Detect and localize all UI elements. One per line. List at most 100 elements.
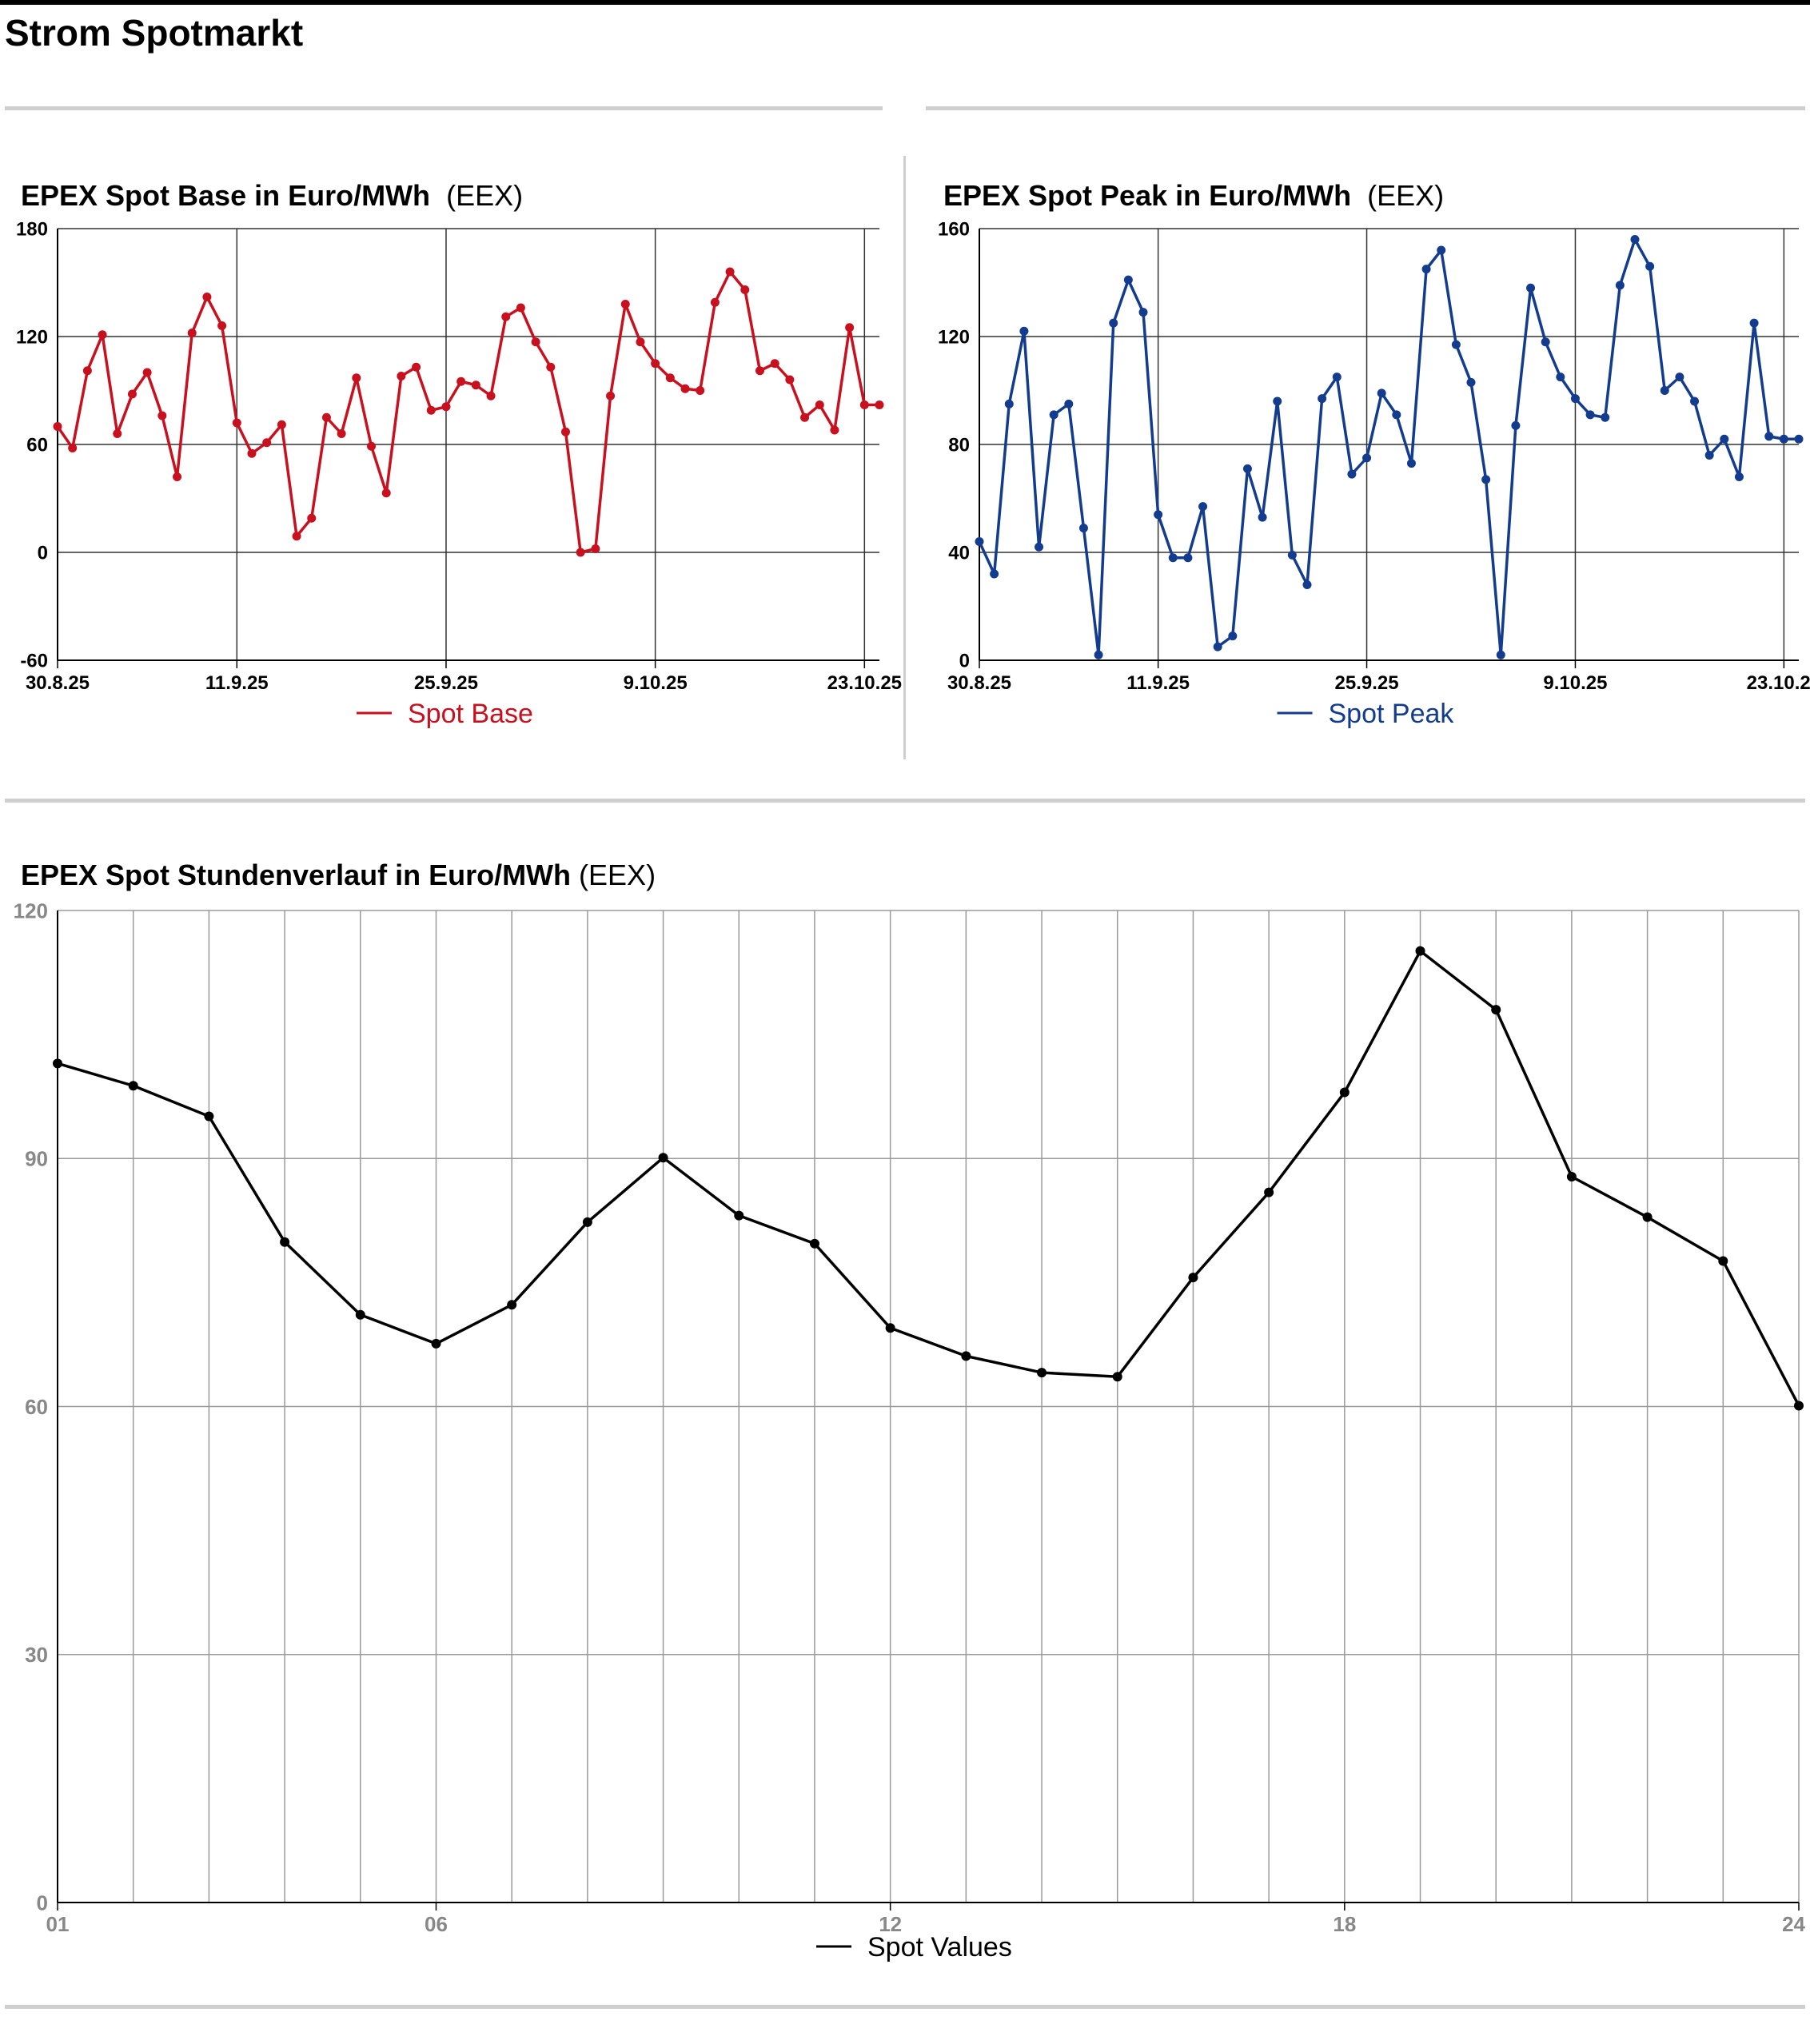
base-data-point	[321, 412, 331, 422]
base-data-point	[113, 429, 122, 438]
peak-data-point	[1720, 434, 1729, 444]
peak-data-point	[1287, 550, 1297, 560]
base-data-point	[53, 422, 62, 431]
peak-data-point	[1570, 394, 1580, 404]
peak-data-point	[1035, 542, 1044, 552]
base-data-point	[456, 377, 466, 386]
base-data-point	[576, 548, 585, 557]
peak-data-point	[1645, 261, 1655, 271]
peak-data-point	[1406, 459, 1416, 468]
base-data-point	[337, 429, 346, 438]
peak-data-point	[1213, 642, 1222, 651]
hourly-data-point	[1491, 1005, 1501, 1015]
hourly-data-point	[1339, 1087, 1350, 1098]
peak-x-tick-label: 23.10.25	[1747, 672, 1810, 694]
base-data-point	[546, 362, 556, 372]
peak-data-point	[1704, 451, 1714, 460]
base-data-point	[367, 441, 377, 451]
hourly-x-tick-label: 12	[879, 1912, 902, 1936]
hourly-data-point	[1415, 946, 1425, 956]
hourly-data-point	[582, 1217, 592, 1227]
page-title: Strom Spotmarkt	[5, 12, 304, 54]
hourly-data-point	[1188, 1273, 1198, 1283]
base-y-tick-label: 180	[16, 219, 48, 241]
hourly-data-point	[885, 1323, 895, 1333]
peak-data-point	[1198, 502, 1208, 512]
peak-data-point	[1049, 410, 1058, 420]
base-data-point	[381, 488, 391, 498]
peak-chart-title-text: EPEX Spot Peak in Euro/MWh	[943, 179, 1352, 212]
base-data-point	[187, 329, 197, 337]
base-data-point	[740, 285, 750, 294]
peak-data-point	[1302, 580, 1312, 589]
hourly-data-point	[355, 1309, 365, 1320]
hourly-data-point	[1037, 1368, 1047, 1378]
base-y-tick-label: 60	[26, 435, 48, 456]
base-data-point	[710, 297, 720, 307]
hourly-x-tick-label: 18	[1333, 1912, 1356, 1936]
hourly-y-tick-label: 120	[14, 898, 48, 922]
hourly-chart-source: (EEX)	[579, 859, 656, 891]
peak-data-point	[1332, 373, 1342, 382]
base-data-point	[875, 400, 884, 409]
peak-data-point	[1541, 337, 1550, 347]
peak-data-point	[1675, 373, 1684, 382]
peak-data-point	[1526, 283, 1536, 293]
hourly-y-tick-label: 30	[25, 1643, 48, 1667]
base-y-tick-label: -60	[20, 651, 48, 672]
peak-data-point	[1273, 396, 1282, 406]
base-data-point	[277, 420, 286, 429]
hourly-data-point	[128, 1081, 138, 1091]
peak-data-point	[1734, 472, 1744, 481]
hourly-data-point	[658, 1153, 668, 1163]
peak-y-tick-label: 40	[948, 543, 970, 564]
peak-data-point	[1242, 464, 1252, 473]
peak-data-point	[1183, 553, 1193, 563]
peak-data-point	[1466, 377, 1476, 387]
base-data-point	[426, 405, 436, 415]
base-data-point	[696, 386, 705, 395]
separator-top-left	[5, 106, 883, 110]
peak-data-point	[1690, 396, 1700, 406]
base-data-point	[292, 532, 301, 541]
peak-data-point	[1481, 475, 1491, 484]
base-data-point	[397, 372, 406, 381]
peak-data-point	[975, 537, 984, 546]
peak-data-point	[1779, 434, 1788, 444]
peak-data-point	[1318, 394, 1327, 404]
base-legend-label: Spot Base	[408, 699, 533, 729]
separator-top-right	[926, 106, 1805, 110]
peak-data-point	[1392, 410, 1401, 420]
peak-data-point	[1496, 650, 1505, 659]
peak-data-point	[1019, 326, 1029, 336]
peak-x-tick-label: 30.8.25	[947, 672, 1011, 694]
peak-series-line	[978, 237, 1799, 656]
hourly-series-line	[57, 949, 1800, 1407]
top-rule	[0, 0, 1810, 5]
base-chart-title: EPEX Spot Base in Euro/MWh (EEX)	[21, 179, 523, 213]
hourly-x-tick-label: 24	[1782, 1912, 1805, 1936]
hourly-data-point	[734, 1210, 744, 1221]
base-data-point	[352, 373, 361, 383]
peak-data-point	[1660, 386, 1669, 395]
peak-data-point	[1123, 275, 1133, 285]
base-data-point	[651, 359, 660, 369]
separator-vertical	[903, 156, 906, 759]
peak-x-tick-label: 9.10.25	[1543, 672, 1607, 694]
base-data-point	[531, 337, 540, 347]
peak-data-point	[990, 569, 999, 579]
peak-data-point	[1258, 512, 1267, 522]
base-data-point	[262, 438, 272, 448]
base-data-point	[232, 418, 241, 428]
peak-data-point	[1138, 308, 1148, 317]
separator-bottom	[5, 2005, 1805, 2009]
base-data-point	[471, 381, 480, 390]
hourly-data-point	[1566, 1172, 1577, 1182]
peak-chart-title: EPEX Spot Peak in Euro/MWh (EEX)	[943, 179, 1444, 213]
hourly-x-tick-label: 01	[46, 1912, 70, 1936]
base-data-point	[127, 389, 137, 399]
base-data-point	[173, 472, 182, 481]
base-chart-source: (EEX)	[446, 179, 524, 212]
base-data-point	[441, 402, 451, 412]
base-data-point	[68, 444, 78, 452]
